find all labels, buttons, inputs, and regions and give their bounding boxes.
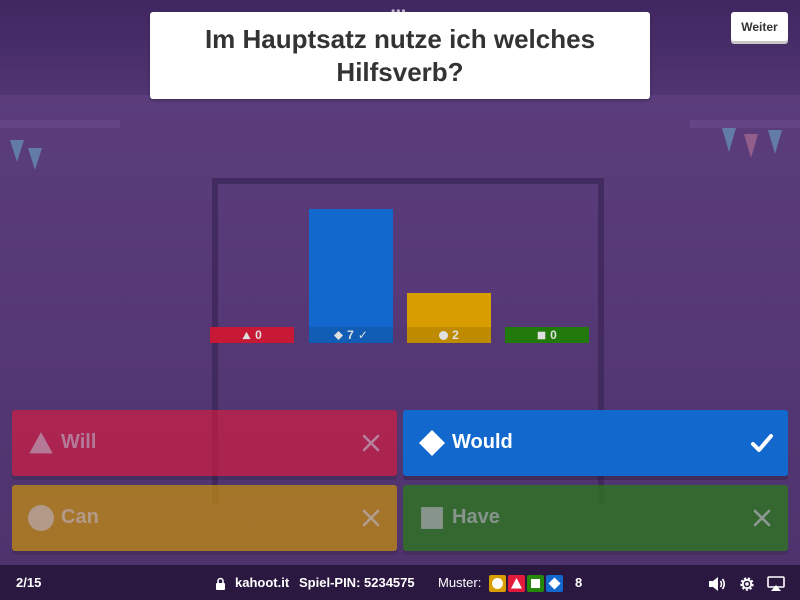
volume-icon[interactable]	[708, 565, 726, 600]
question-progress: 2/15	[16, 575, 42, 590]
check-icon: ✓	[357, 328, 368, 342]
footer-bar: 2/15 kahoot.it Spiel-PIN: 5234575 Muster…	[0, 565, 800, 600]
circle-icon	[489, 575, 506, 593]
result-count: 0	[550, 328, 557, 342]
result-bar-circle	[407, 293, 491, 327]
result-label-square: 0	[505, 327, 589, 343]
circle-icon	[28, 505, 54, 531]
answer-have[interactable]: Have	[403, 485, 788, 551]
cross-icon	[750, 506, 774, 530]
triangle-icon	[508, 575, 525, 593]
result-bar-diamond	[309, 209, 393, 327]
answer-would[interactable]: Would	[403, 410, 788, 476]
results-chart: 0 7 ✓ 2 0	[200, 180, 600, 345]
pin-label: Spiel-PIN:	[299, 575, 361, 590]
answer-will[interactable]: Will	[12, 410, 397, 476]
result-label-diamond: 7 ✓	[309, 327, 393, 343]
diamond-icon	[546, 575, 563, 593]
airplay-icon[interactable]	[767, 565, 785, 600]
result-label-triangle: 0	[210, 327, 294, 343]
square-icon	[527, 575, 544, 593]
check-icon	[750, 431, 774, 455]
gear-icon[interactable]	[738, 565, 756, 600]
question-text: Im Hauptsatz nutze ich welches Hilfsverb…	[204, 23, 596, 87]
square-icon	[419, 505, 445, 531]
diamond-icon	[419, 430, 445, 456]
square-icon	[537, 331, 546, 340]
result-count: 2	[452, 328, 459, 342]
answer-label: Will	[61, 431, 97, 453]
question-title: Im Hauptsatz nutze ich welches Hilfsverb…	[150, 12, 650, 99]
answer-label: Have	[452, 506, 500, 528]
lock-icon	[215, 565, 226, 600]
diamond-icon	[334, 330, 344, 340]
pattern-symbols	[489, 565, 565, 600]
answer-can[interactable]: Can	[12, 485, 397, 551]
game-pin: 5234575	[364, 575, 415, 590]
triangle-icon	[28, 430, 54, 456]
answer-label: Can	[61, 506, 99, 528]
answer-label: Would	[452, 431, 513, 453]
cross-icon	[359, 506, 383, 530]
pattern-label: Muster:	[438, 575, 482, 590]
result-count: 7	[347, 328, 354, 342]
pattern-count: 8	[575, 575, 583, 590]
result-label-circle: 2	[407, 327, 491, 343]
cross-icon	[359, 431, 383, 455]
triangle-icon	[242, 331, 251, 340]
result-count: 0	[255, 328, 262, 342]
circle-icon	[439, 330, 449, 340]
site-name: kahoot.it	[235, 575, 290, 590]
next-button[interactable]: Weiter	[731, 12, 788, 41]
